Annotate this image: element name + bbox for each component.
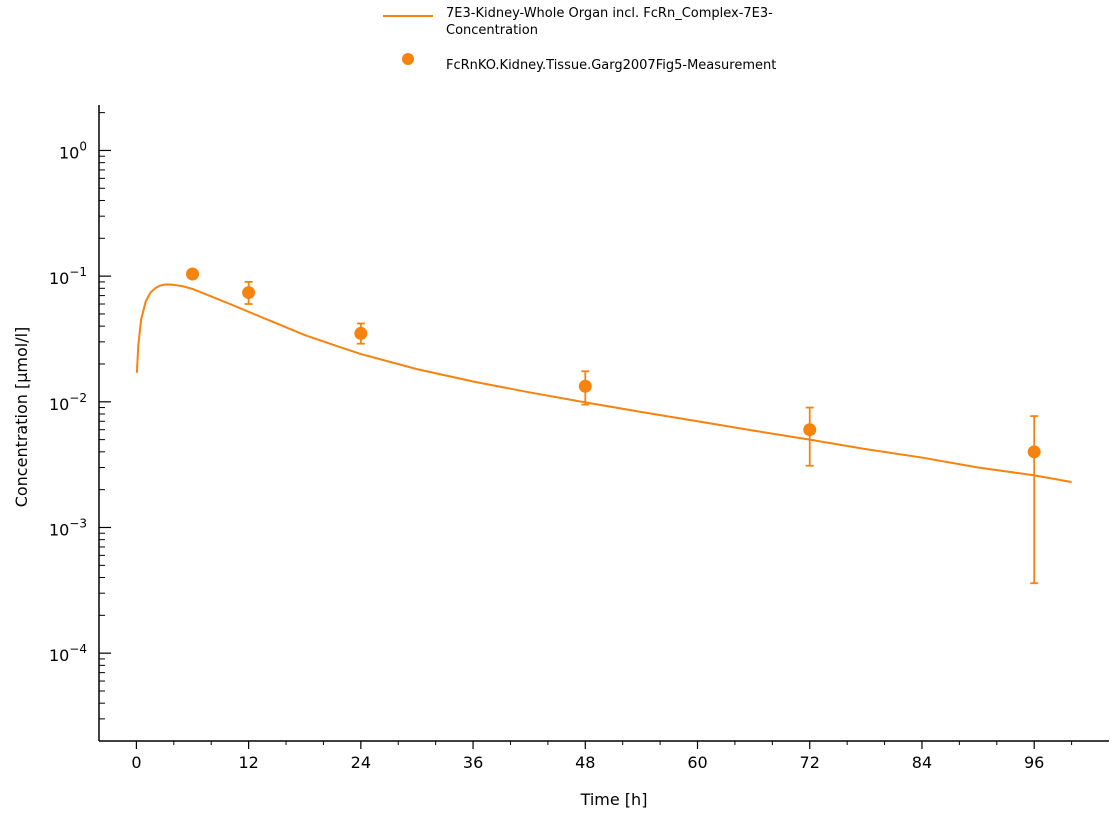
data-point [186, 267, 200, 281]
x-tick-label: 48 [575, 753, 595, 772]
x-tick-label: 84 [912, 753, 932, 772]
x-tick-label: 24 [351, 753, 371, 772]
x-axis-title: Time [h] [580, 790, 648, 809]
plot-area [135, 267, 1072, 585]
legend-label-line-2: Concentration [446, 23, 538, 38]
x-tick-label: 60 [687, 753, 707, 772]
x-tick-label: 0 [131, 753, 141, 772]
y-tick-label: 100 [59, 139, 87, 162]
y-tick-label: 10−2 [49, 391, 87, 414]
y-tick-label: 10−1 [49, 265, 87, 288]
series-line-simulation [135, 283, 1072, 484]
data-point [1027, 445, 1041, 459]
data-point [803, 423, 817, 437]
y-axis-title: Concentration [µmol/l] [12, 327, 31, 508]
x-tick-label: 72 [800, 753, 820, 772]
legend: 7E3-Kidney-Whole Organ incl. FcRn_Comple… [383, 6, 776, 73]
legend-marker-swatch [402, 53, 414, 65]
data-point [242, 286, 256, 300]
y-tick-label: 10−4 [49, 642, 87, 665]
x-tick-label: 12 [238, 753, 258, 772]
x-tick-label: 96 [1024, 753, 1044, 772]
axes: 0 12 24 36 48 60 72 84 96 10−4 10−3 10−2 10−1 100 [49, 105, 1109, 772]
legend-label-scatter: FcRnKO.Kidney.Tissue.Garg2007Fig5-Measur… [446, 58, 776, 73]
data-point [578, 379, 592, 393]
x-tick-label: 36 [463, 753, 483, 772]
data-point [354, 326, 368, 340]
legend-label-line-1: 7E3-Kidney-Whole Organ incl. FcRn_Comple… [446, 6, 773, 21]
y-tick-label: 10−3 [49, 516, 87, 539]
